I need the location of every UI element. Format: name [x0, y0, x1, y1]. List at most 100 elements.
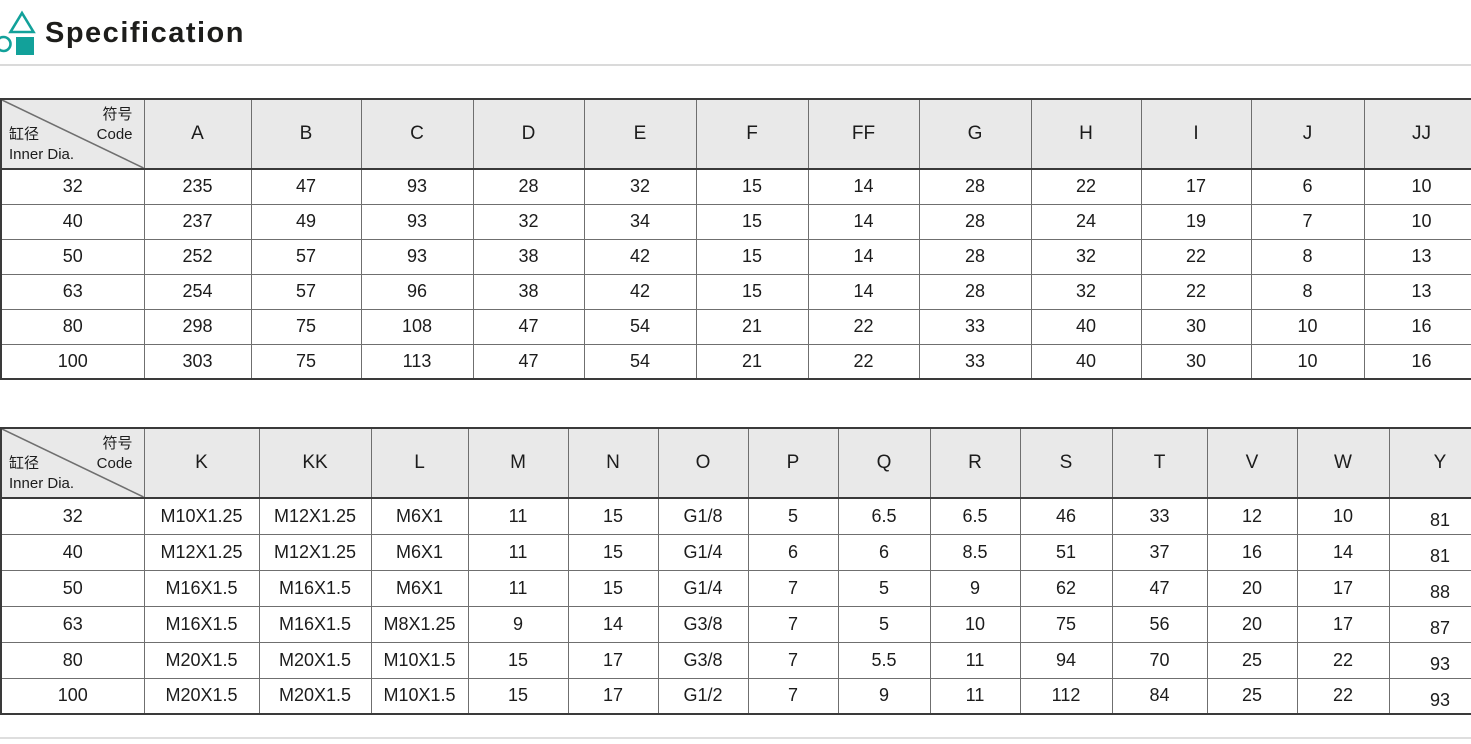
value-cell: 54	[583, 308, 697, 345]
corner-header-cell: 符号 Code 缸径 Inner Dia.	[0, 427, 145, 499]
value-cell: 38	[472, 273, 585, 310]
column-header-d: D	[472, 98, 585, 170]
column-header-b: B	[250, 98, 362, 170]
value-cell: 38	[472, 238, 585, 275]
column-header-jj: JJ	[1363, 98, 1471, 170]
value-cell: 17	[567, 677, 659, 715]
column-header-r: R	[929, 427, 1021, 499]
table-row: 40 M12X1.25 M12X1.25 M6X1 11 15 G1/4 6 6 8.5 51 37 1…	[0, 533, 1471, 571]
value-cell: 32	[1030, 273, 1142, 310]
value-cell: 47	[472, 308, 585, 345]
value-cell: 9	[929, 569, 1021, 607]
table-row: 32 235 47 93 28 32 15 14 28 22 17 6 10	[0, 168, 1471, 205]
bottom-divider	[0, 737, 1471, 739]
value-cell: 7	[1250, 203, 1365, 240]
value-cell: 113	[360, 343, 474, 380]
value-cell: 5	[837, 569, 931, 607]
shapes-logo-icon	[0, 10, 36, 55]
value-cell: 14	[807, 168, 920, 205]
value-cell: M8X1.25	[370, 605, 469, 643]
table-row: 32 M10X1.25 M12X1.25 M6X1 11 15 G1/8 5 6.5 6.5 46 3…	[0, 497, 1471, 535]
value-cell: 49	[250, 203, 362, 240]
inner-dia-cell: 40	[0, 533, 145, 571]
value-cell: 96	[360, 273, 474, 310]
inner-dia-cell: 32	[0, 497, 145, 535]
value-cell: G3/8	[657, 641, 749, 679]
value-cell: 7	[747, 677, 839, 715]
value-cell: 16	[1363, 343, 1471, 380]
value-cell: G3/8	[657, 605, 749, 643]
value-cell: 20	[1206, 569, 1298, 607]
column-header-kk: KK	[258, 427, 372, 499]
value-cell: 40	[1030, 343, 1142, 380]
value-cell: 28	[918, 203, 1032, 240]
value-cell: 6.5	[837, 497, 931, 535]
diagonal-divider-line	[2, 429, 143, 496]
corner-header-cell: 符号 Code 缸径 Inner Dia.	[0, 98, 145, 170]
value-cell: 9	[467, 605, 569, 643]
value-cell: 30	[1140, 343, 1252, 380]
value-cell: 14	[1296, 533, 1390, 571]
value-cell: 7	[747, 641, 839, 679]
value-cell: 108	[360, 308, 474, 345]
value-cell: M20X1.5	[143, 641, 260, 679]
value-cell: 7	[747, 605, 839, 643]
value-cell: 17	[567, 641, 659, 679]
column-header-e: E	[583, 98, 697, 170]
value-cell: 17	[1140, 168, 1252, 205]
value-cell: 11	[467, 569, 569, 607]
value-cell: 112	[1019, 677, 1113, 715]
value-cell: 7	[747, 569, 839, 607]
value-cell: M6X1	[370, 569, 469, 607]
value-cell: 84	[1111, 677, 1208, 715]
value-cell: 10	[1250, 308, 1365, 345]
value-cell: M6X1	[370, 497, 469, 535]
value-cell: G1/8	[657, 497, 749, 535]
column-header-k: K	[143, 427, 260, 499]
value-cell: 42	[583, 238, 697, 275]
inner-dia-cell: 50	[0, 238, 145, 275]
value-cell: 47	[1111, 569, 1208, 607]
value-cell: 15	[567, 497, 659, 535]
inner-dia-cell: 32	[0, 168, 145, 205]
page-title: Specification	[45, 16, 245, 49]
value-cell: 237	[143, 203, 252, 240]
value-cell: 87	[1388, 605, 1471, 643]
value-cell: 75	[250, 308, 362, 345]
value-cell: 6	[747, 533, 839, 571]
value-cell: G1/4	[657, 533, 749, 571]
value-cell: 22	[1296, 641, 1390, 679]
table-row: 63 M16X1.5 M16X1.5 M8X1.25 9 14 G3/8 7 5 10 75 56 20…	[0, 605, 1471, 643]
value-cell: 298	[143, 308, 252, 345]
diagonal-divider-line	[2, 100, 143, 167]
table-row: 100 M20X1.5 M20X1.5 M10X1.5 15 17 G1/2 7 9 11 112 8…	[0, 677, 1471, 715]
value-cell: 8.5	[929, 533, 1021, 571]
value-cell: 24	[1030, 203, 1142, 240]
value-cell: 33	[1111, 497, 1208, 535]
column-header-c: C	[360, 98, 474, 170]
column-header-p: P	[747, 427, 839, 499]
value-cell: 11	[467, 533, 569, 571]
column-header-i: I	[1140, 98, 1252, 170]
header-divider	[0, 64, 1471, 66]
value-cell: 6	[837, 533, 931, 571]
value-cell: 22	[807, 343, 920, 380]
value-cell: M16X1.5	[258, 605, 372, 643]
spec-table-1-wrap: 符号 Code 缸径 Inner Dia. A B C D E F FF G H I J JJ 32 235 47 9…	[0, 98, 1471, 382]
value-cell: 28	[918, 273, 1032, 310]
value-cell: 16	[1363, 308, 1471, 345]
value-cell: 14	[807, 238, 920, 275]
value-cell: M10X1.5	[370, 641, 469, 679]
value-cell: 57	[250, 273, 362, 310]
header-row: 符号 Code 缸径 Inner Dia. K KK L M N O P Q R S T V W Y	[0, 427, 1471, 499]
value-cell: 93	[1388, 641, 1471, 679]
value-cell: 37	[1111, 533, 1208, 571]
value-cell: 14	[567, 605, 659, 643]
value-cell: 15	[695, 203, 809, 240]
value-cell: 6.5	[929, 497, 1021, 535]
column-header-f: F	[695, 98, 809, 170]
value-cell: 5	[747, 497, 839, 535]
value-cell: 22	[1030, 168, 1142, 205]
value-cell: 20	[1206, 605, 1298, 643]
value-cell: 42	[583, 273, 697, 310]
